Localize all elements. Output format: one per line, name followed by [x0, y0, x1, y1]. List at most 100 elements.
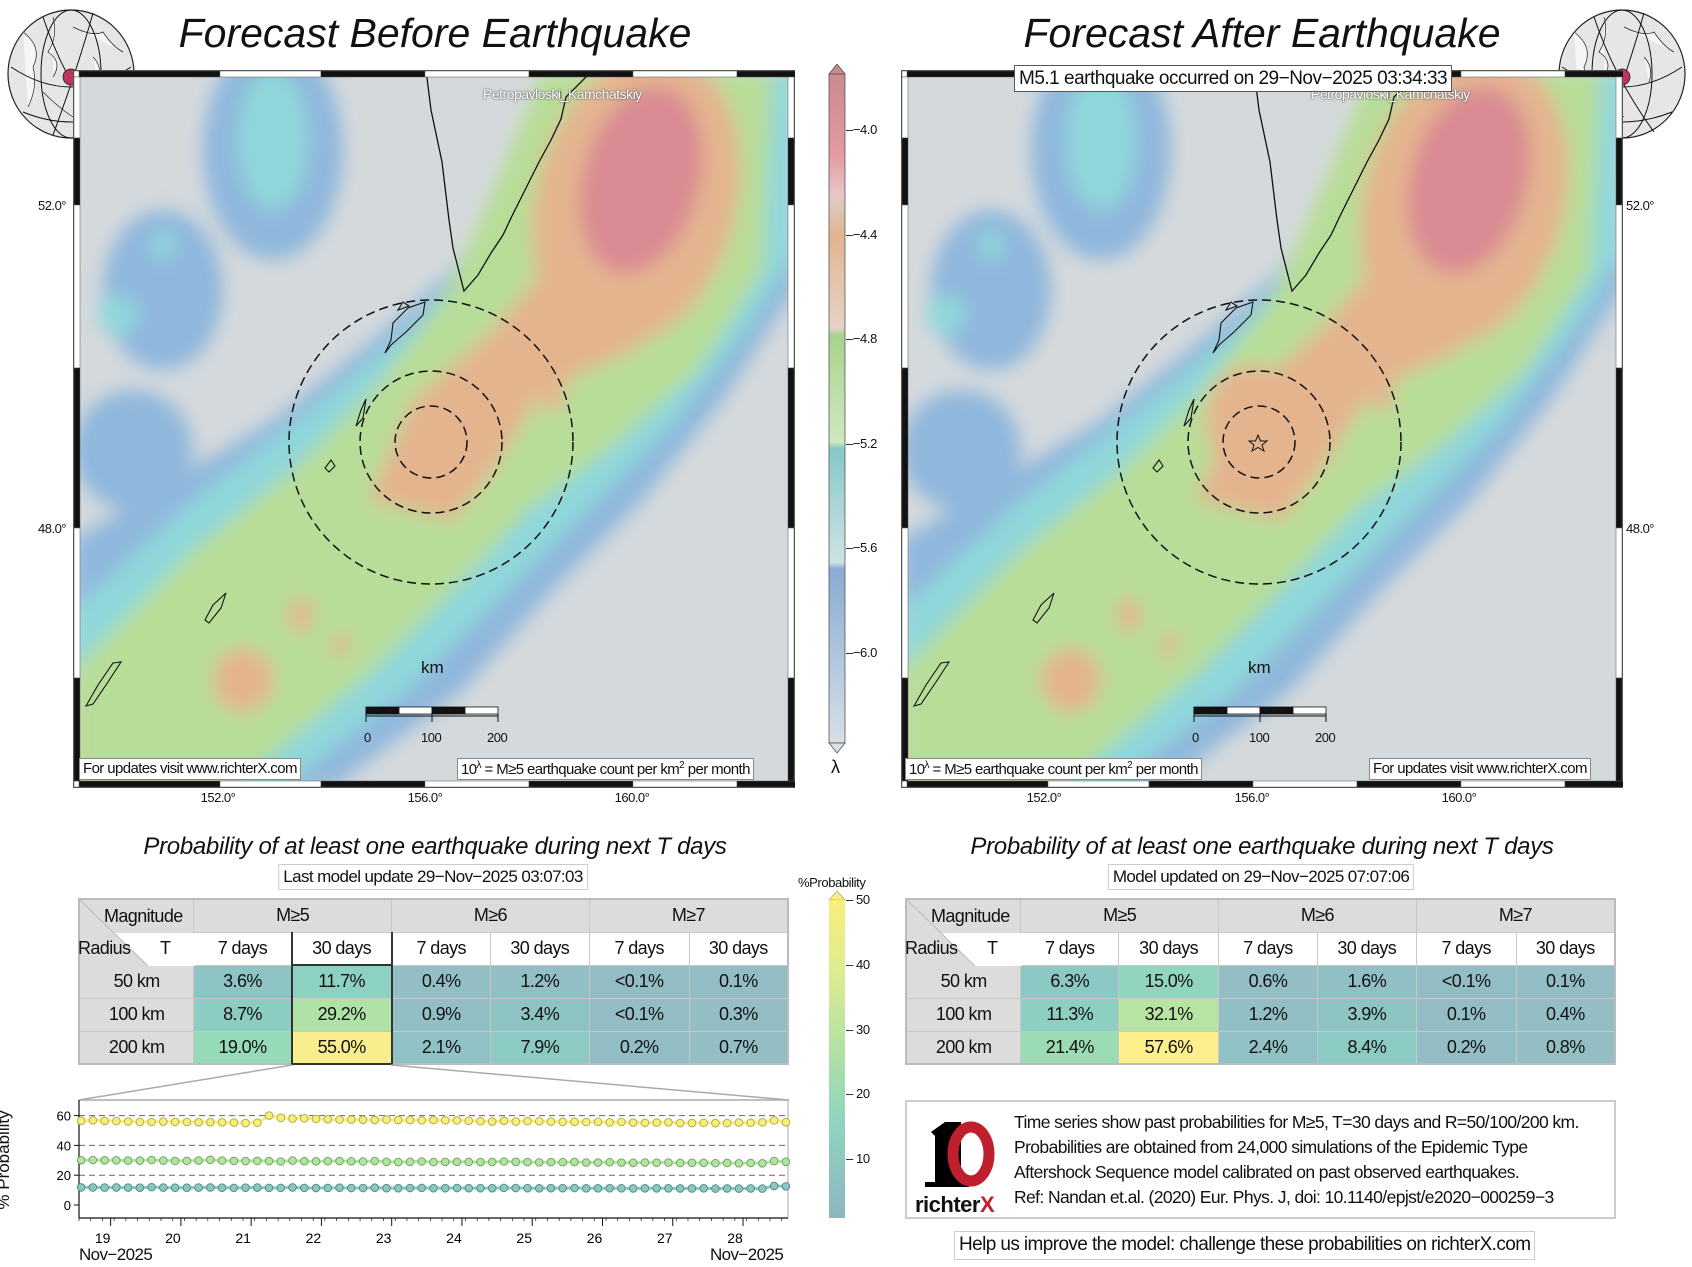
series-point [335, 1183, 344, 1193]
colorbar-max-arrow [828, 64, 846, 75]
series-point [523, 1116, 532, 1126]
series-point [758, 1118, 767, 1127]
series-point [76, 1183, 86, 1192]
series-point [299, 1183, 309, 1193]
series-point [664, 1158, 673, 1167]
frame-segment [1047, 780, 1150, 788]
magnitude-header-row: Magnitude Radius T M≥5 M≥6 M≥7 [905, 898, 1616, 966]
series-point [76, 1156, 86, 1165]
days-header: 30 days [1515, 931, 1616, 966]
magnitude-header: M≥6 [391, 898, 590, 933]
island-outlines [912, 301, 1254, 707]
frame-segment [424, 780, 530, 788]
series-point [194, 1183, 203, 1192]
globe-coastlines [1573, 16, 1675, 118]
series-point [311, 1183, 321, 1193]
series-point [711, 1118, 720, 1128]
series-point [675, 1118, 685, 1128]
frame-segment [1460, 780, 1566, 788]
series-point [546, 1157, 556, 1167]
frame-segment [901, 677, 909, 782]
corner-diagonal [80, 900, 195, 966]
series-point [88, 1155, 98, 1165]
series-point [511, 1183, 521, 1193]
radius-cell: 100 km [905, 997, 1022, 1032]
frame-segment [906, 780, 1049, 788]
series-point [241, 1118, 250, 1128]
table-row: 200 km 21.4% 57.6% 2.4% 8.4% 0.2% 0.8% [905, 1030, 1616, 1065]
info-line-1: Time series show past probabilities for … [1014, 1112, 1579, 1132]
help-link[interactable]: Help us improve the model: challenge the… [954, 1231, 1536, 1260]
radius-cell: 200 km [905, 1030, 1022, 1065]
lat-label-48: 48.0° [1626, 521, 1655, 536]
series-point [628, 1118, 638, 1127]
rate-colorbar [828, 64, 846, 754]
frame-segment [787, 367, 795, 529]
rate-colorbar-tick: –−5.6 [846, 540, 877, 555]
radius-circle-50km [1222, 405, 1296, 479]
left-map-title: Forecast Before Earthquake [178, 10, 692, 56]
probability-cell: 0.4% [1515, 997, 1616, 1032]
series-point [675, 1158, 685, 1168]
series-point [147, 1117, 156, 1127]
info-box: richterX Time series show past probabili… [905, 1100, 1616, 1219]
lon-label-152: 152.0° [200, 790, 236, 805]
probability-cell: 1.2% [489, 964, 590, 999]
left-forecast-map[interactable] [73, 70, 840, 788]
probability-cell: 57.6% [1118, 1030, 1220, 1065]
prob-colorbar-tick: – 30 [846, 1021, 870, 1037]
series-point [241, 1183, 250, 1193]
corner-radius-label: Radius [905, 938, 958, 958]
logo-text-main: richter [915, 1192, 980, 1217]
globe-coastlines [22, 16, 124, 118]
series-point [170, 1156, 180, 1166]
radius-circle-200km [1116, 299, 1402, 585]
x-tick-label: 22 [306, 1230, 322, 1246]
frame-segment [320, 70, 426, 78]
scale-bar-segment [464, 706, 499, 715]
magnitude-header: M≥6 [1218, 898, 1417, 933]
series-point [593, 1184, 603, 1193]
series-point [170, 1183, 180, 1193]
series-point [253, 1156, 262, 1166]
probability-timeseries-chart: 0 20 40 60 19 20 21 22 23 24 25 26 27 28 [57, 1099, 791, 1246]
series-point [711, 1184, 720, 1193]
probability-cell: <0.1% [588, 997, 690, 1032]
days-header: 30 days [290, 931, 393, 966]
table-corner: Magnitude Radius T [78, 898, 195, 966]
frame-segment [1148, 780, 1254, 788]
series-point [617, 1158, 626, 1167]
probability-cell: 0.1% [1515, 964, 1616, 999]
series-point [382, 1115, 391, 1124]
island-outlines [84, 301, 426, 707]
lat-label-48: 48.0° [38, 521, 67, 536]
frame-segment [901, 137, 909, 206]
series-point [370, 1156, 380, 1166]
prob-colorbar-tick: – 40 [846, 956, 870, 972]
series-point [699, 1184, 708, 1193]
probability-cell: 29.2% [290, 997, 393, 1032]
frame-segment [632, 780, 738, 788]
series-point [605, 1157, 614, 1167]
series-point [593, 1158, 603, 1167]
right-forecast-map[interactable] [901, 70, 1668, 788]
probability-cell: 3.6% [193, 964, 293, 999]
probability-cell: 1.2% [1218, 997, 1318, 1032]
probability-cell: 0.8% [1515, 1030, 1616, 1065]
month-label-right: Nov−2025 [710, 1245, 784, 1264]
series-point [382, 1157, 391, 1167]
series-point [711, 1158, 720, 1168]
days-header: 30 days [1118, 931, 1220, 966]
series-point [276, 1113, 286, 1123]
coastline [426, 77, 587, 293]
forecast-map-canvas [901, 70, 1668, 788]
days-header: 7 days [193, 931, 293, 966]
series-point [299, 1113, 309, 1123]
frame-segment [632, 70, 738, 78]
probability-cell: 11.3% [1020, 997, 1120, 1032]
frame-segment [73, 527, 81, 679]
magnitude-header: M≥5 [193, 898, 393, 933]
series-point [135, 1156, 145, 1165]
series-point [159, 1183, 168, 1192]
info-line-4[interactable]: Ref: Nandan et.al. (2020) Eur. Phys. J, … [1014, 1187, 1554, 1207]
